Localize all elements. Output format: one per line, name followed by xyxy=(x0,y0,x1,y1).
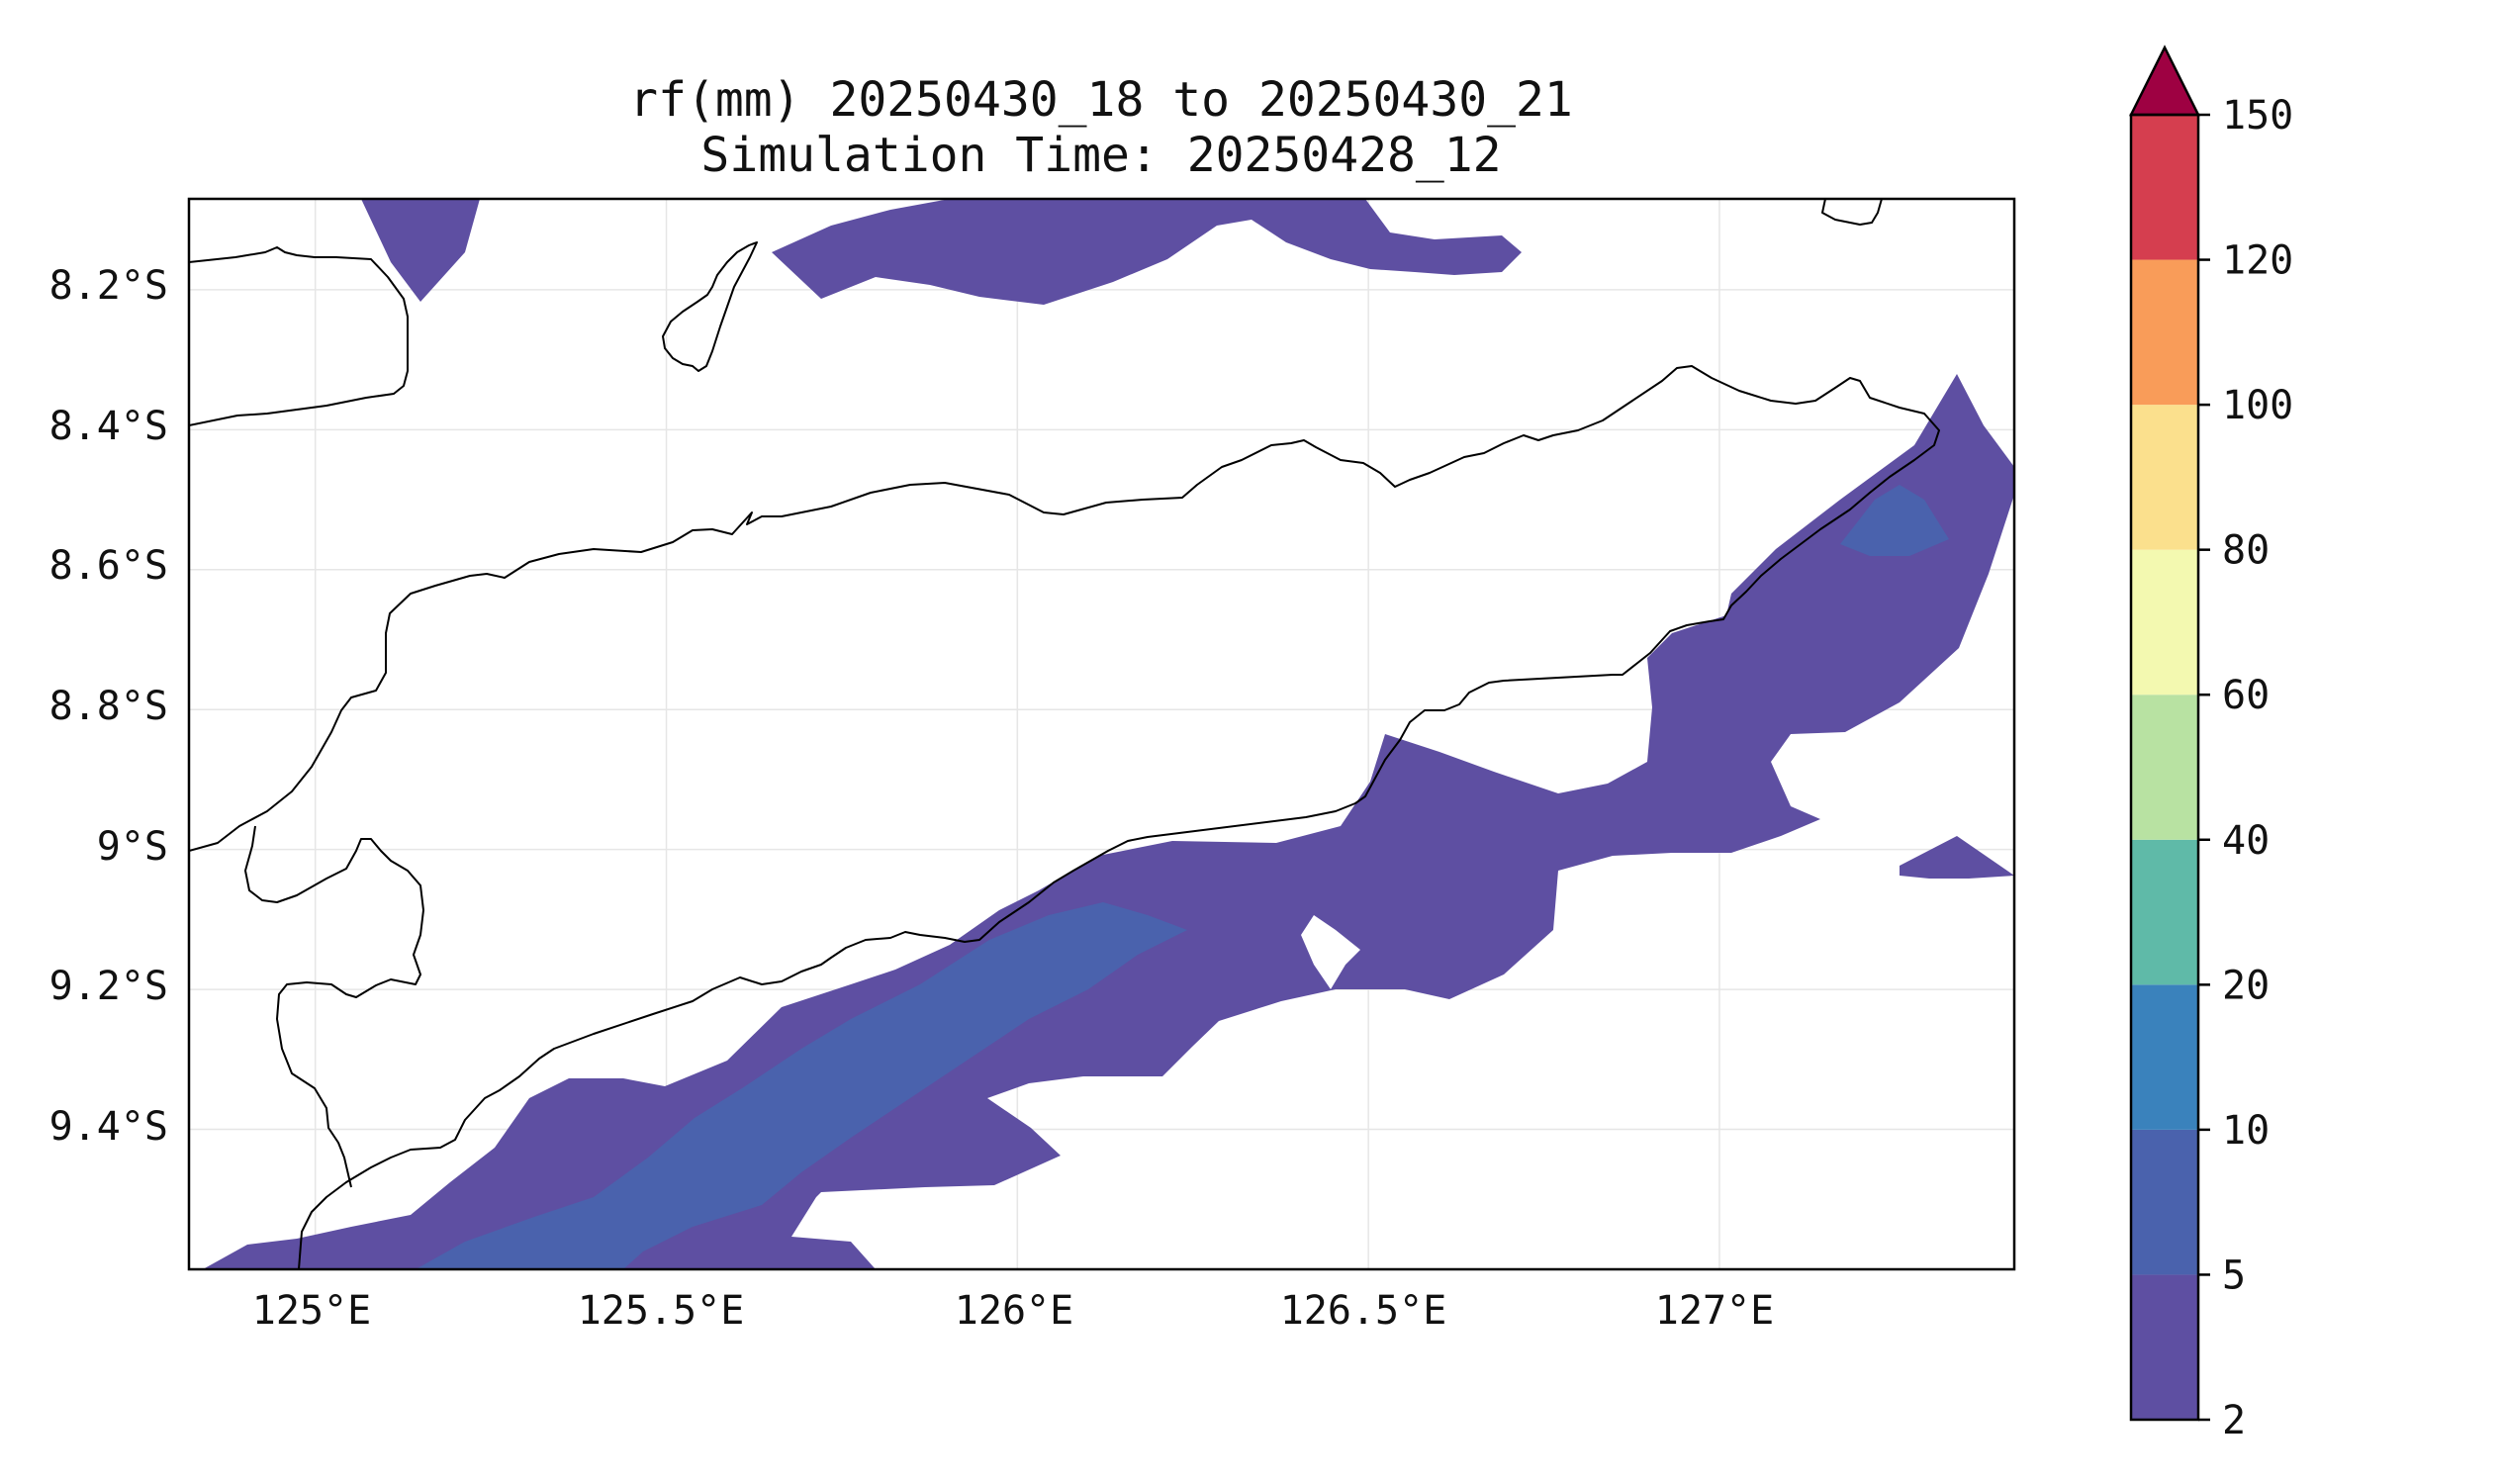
colorbar-tick-label: 10 xyxy=(2222,1108,2270,1154)
coastline-timor-north xyxy=(189,365,1940,1269)
x-tick-label: 126°E xyxy=(955,1288,1073,1334)
colorbar-segment xyxy=(2131,115,2198,260)
x-tick-label: 125°E xyxy=(252,1288,371,1334)
y-tick-label: 8.6°S xyxy=(49,543,168,589)
colorbar-tick-label: 2 xyxy=(2222,1398,2246,1443)
y-tick-label: 9.2°S xyxy=(49,964,168,1009)
colorbar-extend-arrow xyxy=(2128,45,2201,117)
colorbar-segment xyxy=(2131,549,2198,696)
coastlines xyxy=(189,199,1940,1269)
y-tick-label: 9.4°S xyxy=(49,1104,168,1150)
coastline-islet-north xyxy=(662,241,758,372)
rain-region-north-center xyxy=(772,199,1522,305)
map-title: rf(mm) 20250430_18 to 20250430_21 xyxy=(629,72,1573,128)
x-tick-label: 127°E xyxy=(1655,1288,1774,1334)
y-tick-label: 8.8°S xyxy=(49,684,168,729)
x-tick-label: 126.5°E xyxy=(1280,1288,1447,1334)
colorbar-tick-label: 120 xyxy=(2222,238,2293,284)
rain-region-northeast-core xyxy=(1840,485,1949,556)
colorbar-segment xyxy=(2131,984,2198,1130)
y-axis-labels: 8.2°S 8.4°S 8.6°S 8.8°S 9°S 9.2°S 9.4°S xyxy=(49,263,168,1150)
colorbar: 2 5 10 20 40 60 80 100 120 150 xyxy=(2128,45,2293,1443)
coastline-islet-northeast xyxy=(1821,199,1883,226)
rain-level-5-10 xyxy=(416,485,1949,1269)
map-area: 125°E 125.5°E 126°E 126.5°E 127°E 8.2°S … xyxy=(49,197,2016,1334)
colorbar-tick-label: 60 xyxy=(2222,673,2270,718)
colorbar-segment xyxy=(2131,1274,2198,1420)
y-tick-label: 9°S xyxy=(97,824,168,870)
colorbar-frame xyxy=(2129,113,2200,1422)
colorbar-tick-label: 80 xyxy=(2222,528,2270,574)
rain-level-2-5 xyxy=(203,199,2014,1269)
map-frame xyxy=(187,197,2016,1271)
rain-region-south-core xyxy=(416,902,1187,1269)
colorbar-tick-label: 150 xyxy=(2222,93,2293,139)
colorbar-tick-label: 100 xyxy=(2222,383,2293,428)
x-axis-labels: 125°E 125.5°E 126°E 126.5°E 127°E xyxy=(252,1288,1774,1334)
rain-region-southeast-patch xyxy=(1900,836,2014,879)
colorbar-segment xyxy=(2131,695,2198,840)
coastline-wetar xyxy=(189,246,409,426)
coastline-timor-south xyxy=(244,825,424,1188)
colorbar-segment xyxy=(2131,839,2198,985)
colorbar-segment xyxy=(2131,405,2198,550)
colorbar-segment xyxy=(2131,1129,2198,1275)
colorbar-segment xyxy=(2131,259,2198,406)
rain-region-south-band xyxy=(203,374,2014,1269)
map-subtitle: Simulation Time: 20250428_12 xyxy=(700,128,1501,183)
colorbar-tick-label: 20 xyxy=(2222,963,2270,1008)
rain-region-north-west xyxy=(361,199,480,302)
y-tick-label: 8.2°S xyxy=(49,263,168,309)
y-tick-label: 8.4°S xyxy=(49,404,168,449)
colorbar-tick-label: 40 xyxy=(2222,818,2270,864)
x-tick-label: 125.5°E xyxy=(578,1288,745,1334)
colorbar-tick-label: 5 xyxy=(2222,1252,2246,1298)
